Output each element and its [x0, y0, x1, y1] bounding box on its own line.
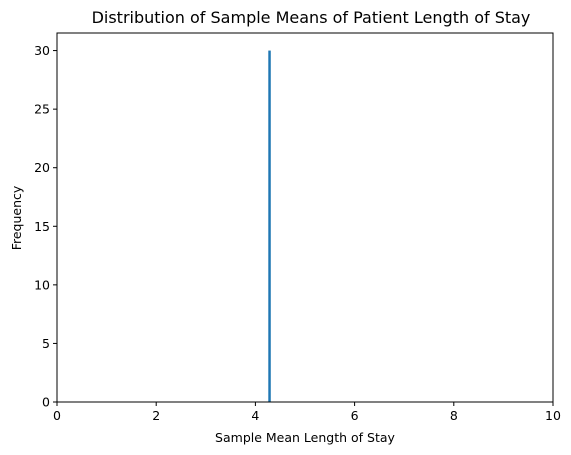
plot-frame	[56, 32, 554, 403]
x-tick-label-1: 2	[152, 408, 160, 423]
y-tick-label-4: 20	[34, 160, 50, 175]
y-tick-label-5: 25	[34, 102, 50, 117]
x-tick-label-5: 10	[545, 408, 561, 423]
y-axis-ticks: 0 5 10 15 20 25 30	[34, 43, 57, 410]
x-tick-label-2: 4	[251, 408, 259, 423]
y-tick-label-0: 0	[42, 395, 50, 410]
y-axis-label: Frequency	[9, 185, 24, 250]
x-tick-label-0: 0	[53, 408, 61, 423]
y-tick-label-6: 30	[34, 43, 50, 58]
chart-title: Distribution of Sample Means of Patient …	[92, 8, 531, 27]
x-axis-label: Sample Mean Length of Stay	[215, 430, 395, 445]
y-tick-label-1: 5	[42, 336, 50, 351]
x-tick-label-3: 6	[351, 408, 359, 423]
histogram-bars	[268, 50, 271, 402]
x-tick-label-4: 8	[450, 408, 458, 423]
y-tick-label-3: 15	[34, 219, 50, 234]
y-tick-label-2: 10	[34, 277, 50, 292]
x-axis-ticks: 0 2 4 6 8 10	[53, 402, 561, 423]
histogram-bar-0	[268, 50, 271, 402]
